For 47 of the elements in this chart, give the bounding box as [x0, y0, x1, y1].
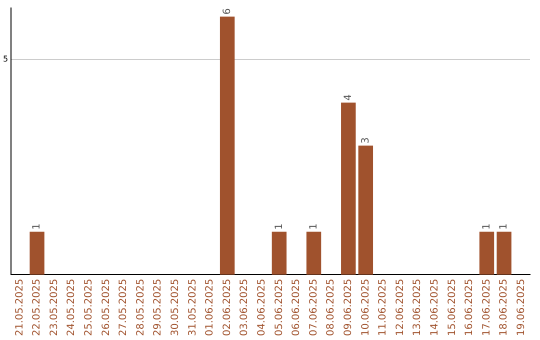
x-tick-label: 08.06.2025: [326, 278, 337, 336]
bar: [306, 232, 322, 275]
bar: [358, 146, 374, 275]
bar: [30, 232, 44, 275]
x-tick-label: 26.05.2025: [100, 278, 112, 336]
x-tick-label: 21.05.2025: [14, 278, 26, 336]
x-tick-label: 22.05.2025: [32, 278, 43, 336]
bar: [341, 102, 356, 275]
x-tick-label: 25.05.2025: [84, 278, 95, 336]
x-tick-label: 12.06.2025: [394, 278, 406, 336]
x-tick-label: 27.05.2025: [118, 278, 130, 336]
x-tick-label: 01.06.2025: [204, 278, 216, 336]
data-label: 3: [360, 137, 372, 144]
x-tick-label: 24.05.2025: [66, 278, 78, 336]
data-label: 4: [342, 94, 354, 101]
x-tick-label: 07.06.2025: [308, 278, 320, 336]
x-tick-label: 10.06.2025: [360, 278, 372, 336]
x-tick-label: 04.06.2025: [256, 278, 268, 336]
x-tick-label: 11.06.2025: [378, 278, 389, 336]
x-tick-label: 16.06.2025: [464, 278, 476, 336]
x-tick-label: 31.05.2025: [187, 278, 198, 336]
x-tick-label: 30.05.2025: [170, 278, 182, 336]
x-tick-label: 23.05.2025: [48, 278, 60, 336]
x-tick-label: 02.06.2025: [222, 278, 233, 336]
data-label: 1: [481, 223, 492, 230]
x-tick-label: 13.06.2025: [412, 278, 424, 336]
bar: [272, 232, 287, 275]
data-label: 6: [222, 8, 233, 15]
x-tick-label: 06.06.2025: [291, 278, 302, 336]
x-tick-label: 15.06.2025: [446, 278, 458, 336]
x-tick-label: 18.06.2025: [498, 278, 510, 336]
x-tick-label: 19.06.2025: [516, 278, 527, 336]
x-tick-label: 28.05.2025: [135, 278, 146, 336]
x-tick-label: 17.06.2025: [481, 278, 492, 336]
data-label: 1: [498, 223, 510, 230]
x-tick-label: 29.05.2025: [152, 278, 164, 336]
bar: [479, 232, 494, 275]
x-tick-label: 14.06.2025: [429, 278, 440, 336]
x-tick-label: 03.06.2025: [239, 278, 250, 336]
data-label: 1: [274, 223, 285, 230]
y-tick-label: 5: [2, 54, 8, 64]
data-label: 1: [32, 223, 43, 230]
bar: [496, 232, 512, 275]
x-tick-label: 09.06.2025: [342, 278, 354, 336]
x-tick-label: 05.06.2025: [274, 278, 285, 336]
bar: [220, 16, 235, 275]
data-label: 1: [308, 223, 320, 230]
